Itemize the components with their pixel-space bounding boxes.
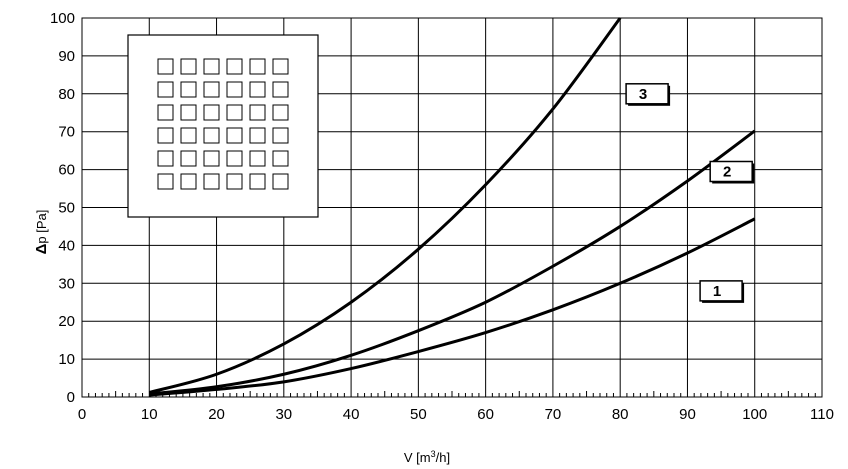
inset-square	[180, 58, 197, 75]
inset-square	[157, 173, 174, 190]
diffuser-grid-inset	[127, 34, 319, 218]
x-tick-label: 50	[410, 406, 427, 423]
curve-label-box	[625, 83, 669, 105]
inset-square	[249, 81, 266, 98]
series-line-3	[148, 17, 622, 394]
inset-square	[272, 127, 289, 144]
inset-square	[203, 81, 220, 98]
inset-square	[226, 150, 243, 167]
inset-square	[180, 127, 197, 144]
x-axis-label-sup: 3	[431, 449, 436, 459]
x-axis-label: V [m3/h]	[404, 449, 450, 465]
inset-square	[272, 58, 289, 75]
x-tick-label: 40	[343, 406, 360, 423]
inset-square	[203, 58, 220, 75]
curve-label-1: 1	[713, 283, 721, 300]
inset-square	[203, 127, 220, 144]
inset-frame	[127, 34, 319, 218]
x-tick-label: 70	[545, 406, 562, 423]
inset-square	[203, 150, 220, 167]
x-tick-label: 30	[275, 406, 292, 423]
inset-square	[157, 104, 174, 121]
y-tick-label: 70	[58, 124, 75, 141]
inset-square	[226, 81, 243, 98]
x-tick-label: 100	[742, 406, 767, 423]
series-group	[148, 17, 756, 397]
inset-square	[226, 58, 243, 75]
x-minor-ticks	[88, 391, 816, 397]
x-tick-labels: 0 10 20 30 40 50 60 70 80 90 100 110	[78, 406, 834, 423]
y-tick-label: 0	[67, 389, 75, 406]
curve-label-box	[699, 280, 743, 302]
y-tick-label: 40	[58, 237, 75, 254]
x-axis-label-main: V [m	[404, 450, 431, 465]
inset-square	[272, 150, 289, 167]
inset-square	[180, 150, 197, 167]
inset-square	[157, 150, 174, 167]
inset-square	[249, 173, 266, 190]
y-tick-label: 60	[58, 162, 75, 179]
inset-square	[226, 104, 243, 121]
y-tick-label: 10	[58, 351, 75, 368]
inset-square	[272, 81, 289, 98]
y-axis-label: Δp [Pa]	[33, 210, 50, 255]
y-tick-label: 90	[58, 48, 75, 65]
x-tick-label: 0	[78, 406, 86, 423]
inset-square	[272, 104, 289, 121]
x-tick-label: 10	[141, 406, 158, 423]
x-tick-label: 20	[208, 406, 225, 423]
y-tick-labels: 0 10 20 30 40 50 60 70 80 90 100	[50, 10, 75, 406]
plot-frame	[81, 17, 823, 398]
inset-square	[203, 173, 220, 190]
inset-square	[180, 104, 197, 121]
inset-square	[180, 173, 197, 190]
inset-square	[226, 173, 243, 190]
inset-square	[157, 81, 174, 98]
y-tick-label: 50	[58, 200, 75, 217]
curve-label-2: 2	[723, 163, 731, 180]
y-axis-label-main: p [Pa]	[34, 210, 49, 244]
curve-labels: 1 2 3	[625, 83, 755, 303]
y-axis-label-delta: Δ	[33, 243, 50, 254]
inset-square	[249, 150, 266, 167]
x-axis-label-tail: /h]	[436, 450, 450, 465]
series-line-2	[149, 129, 756, 396]
series-line-1	[149, 217, 756, 397]
curve-label-box	[709, 160, 753, 183]
inset-square	[157, 58, 174, 75]
inset-square	[157, 127, 174, 144]
inset-square	[203, 104, 220, 121]
x-tick-label: 80	[612, 406, 629, 423]
inset-square	[180, 81, 197, 98]
x-tick-label: 90	[679, 406, 696, 423]
y-tick-label: 100	[50, 10, 75, 27]
y-tick-label: 20	[58, 313, 75, 330]
inset-square	[226, 127, 243, 144]
x-tick-label: 110	[810, 406, 834, 423]
x-tick-label: 60	[477, 406, 494, 423]
curve-label-3: 3	[639, 86, 647, 103]
y-tick-label: 80	[58, 86, 75, 103]
y-tick-label: 30	[58, 275, 75, 292]
inset-square	[249, 127, 266, 144]
inset-square	[249, 104, 266, 121]
inset-square	[249, 58, 266, 75]
inset-square	[272, 173, 289, 190]
